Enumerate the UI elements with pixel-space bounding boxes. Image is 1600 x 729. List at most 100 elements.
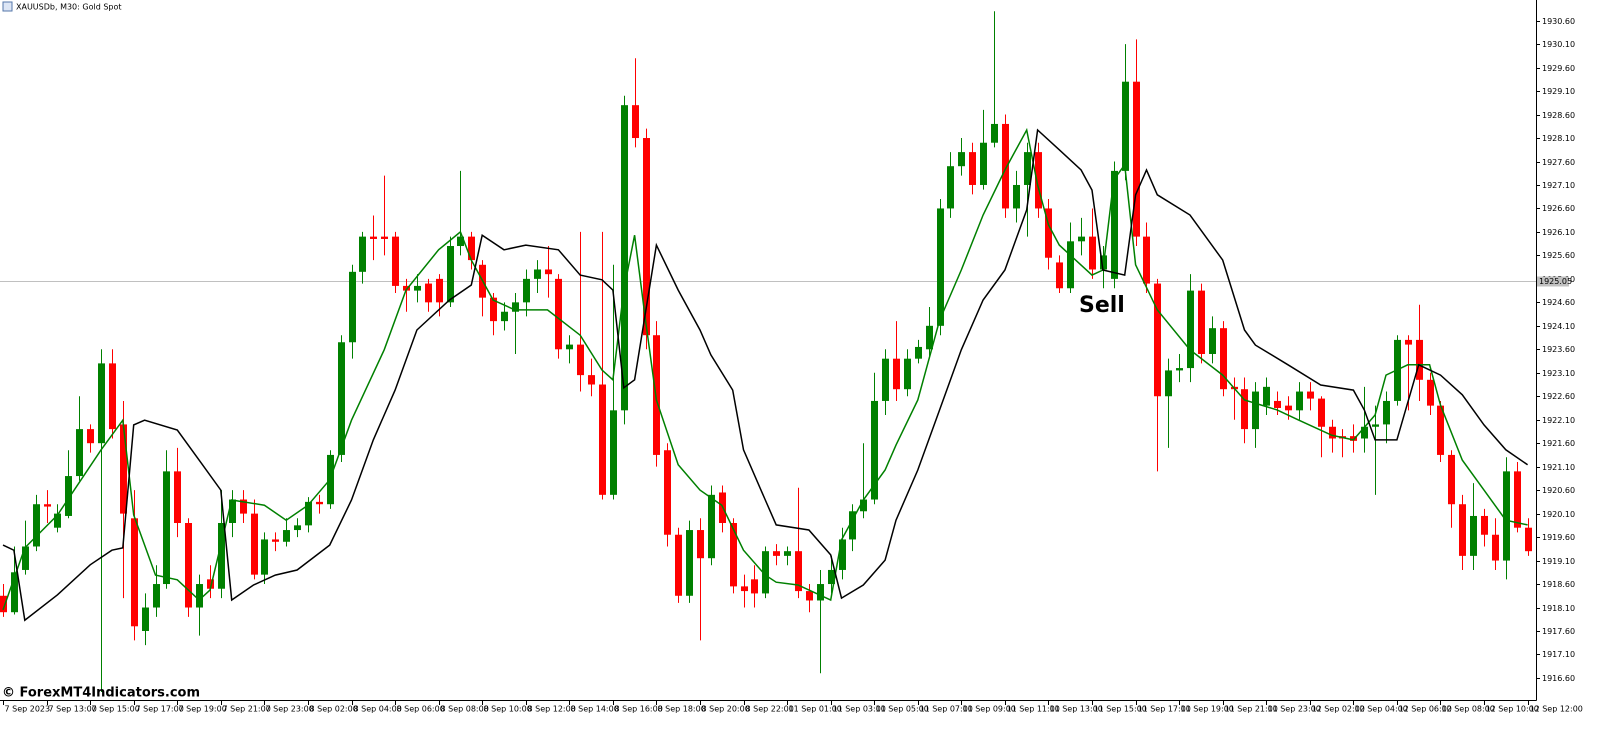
candle-body (1241, 389, 1248, 430)
x-tick-label: 11 Sep 11:00 (1007, 705, 1060, 714)
y-tick-label: 1928.10 (1542, 134, 1575, 143)
candle-body (1372, 424, 1379, 427)
candle-body (969, 152, 976, 185)
candle-body (163, 471, 170, 585)
x-tick-label: 11 Sep 01:00 (789, 705, 842, 714)
y-tick-label: 1927.10 (1542, 181, 1575, 190)
x-tick-label: 7 Sep 2023 (5, 705, 51, 714)
indicator-line (2, 127, 1528, 611)
candle-body (860, 499, 867, 512)
candle-body (1209, 328, 1216, 354)
candle-body (261, 539, 268, 575)
y-tick-label: 1917.60 (1542, 627, 1575, 636)
candle-body (915, 346, 922, 359)
candle-body (1503, 471, 1510, 561)
candle-body (1154, 283, 1161, 397)
candle-body (44, 504, 51, 507)
x-tick-label: 8 Sep 16:00 (615, 705, 663, 714)
candle-body (1274, 400, 1281, 408)
candle-body (381, 236, 388, 239)
x-tick-label: 7 Sep 17:00 (136, 705, 184, 714)
x-tick-label: 12 Sep 12:00 (1530, 705, 1583, 714)
candle-body (534, 269, 541, 279)
candle-body (229, 499, 236, 524)
x-tick-label: 11 Sep 17:00 (1138, 705, 1191, 714)
candle-body (664, 450, 671, 535)
candle-body (577, 344, 584, 376)
x-tick-label: 7 Sep 19:00 (179, 705, 227, 714)
candle-body (1187, 290, 1194, 369)
x-tick-label: 11 Sep 21:00 (1225, 705, 1278, 714)
candle-body (1002, 123, 1009, 209)
candle-body (131, 518, 138, 627)
candle-body (599, 384, 606, 495)
x-tick-label: 11 Sep 23:00 (1268, 705, 1321, 714)
candle-body (795, 551, 802, 592)
candle-body (468, 236, 475, 261)
candle-body (414, 285, 421, 291)
candle-body (1024, 152, 1031, 185)
x-tick-label: 8 Sep 04:00 (354, 705, 402, 714)
candle-body (588, 375, 595, 385)
candle-body (1437, 405, 1444, 455)
candle-body (1078, 236, 1085, 242)
candle-body (1492, 534, 1499, 561)
candle-body (1470, 515, 1477, 556)
y-tick-label: 1930.10 (1542, 40, 1575, 49)
candle-body (272, 539, 279, 542)
candle-body (403, 285, 410, 291)
candle-body (817, 584, 824, 601)
x-tick-label: 12 Sep 08:00 (1442, 705, 1495, 714)
y-tick-label: 1929.10 (1542, 87, 1575, 96)
candle-body (490, 297, 497, 322)
x-tick-label: 11 Sep 05:00 (876, 705, 929, 714)
candle-body (1285, 405, 1292, 411)
candle-body (741, 586, 748, 592)
y-tick-label: 1923.60 (1542, 345, 1575, 354)
candle-body (708, 494, 715, 559)
candle-body (610, 410, 617, 495)
candle-body (1263, 386, 1270, 406)
candle-body (1416, 339, 1423, 380)
candle-body (555, 278, 562, 350)
candle-body (751, 579, 758, 594)
candle-body (1514, 471, 1521, 528)
candle-body (425, 283, 432, 303)
x-tick-label: 11 Sep 15:00 (1094, 705, 1147, 714)
x-tick-label: 11 Sep 19:00 (1181, 705, 1234, 714)
candle-body (1383, 400, 1390, 425)
candle-body (545, 269, 552, 275)
x-tick-label: 11 Sep 13:00 (1050, 705, 1103, 714)
candle-body (762, 551, 769, 594)
candle-body (675, 534, 682, 596)
candle-body (218, 523, 225, 589)
y-tick-label: 1919.60 (1542, 533, 1575, 542)
y-tick-label: 1926.60 (1542, 204, 1575, 213)
y-tick-label: 1926.10 (1542, 228, 1575, 237)
candle-body (1427, 379, 1434, 406)
candle-body (349, 271, 356, 343)
candle-body (0, 595, 7, 613)
candle-body (1035, 152, 1042, 209)
y-tick-label: 1920.10 (1542, 510, 1575, 519)
candle-body (643, 138, 650, 336)
y-tick-label: 1928.60 (1542, 111, 1575, 120)
candle-body (991, 123, 998, 143)
candle-body (1143, 236, 1150, 284)
price-label: 1925.05 (1539, 277, 1572, 286)
candle-body (1448, 454, 1455, 505)
candle-body (730, 523, 737, 587)
candle-body (904, 358, 911, 390)
x-tick-label: 8 Sep 02:00 (310, 705, 358, 714)
y-tick-label: 1929.60 (1542, 64, 1575, 73)
symbol-icon (2, 1, 13, 12)
candle-body (893, 358, 900, 390)
x-tick-label: 8 Sep 08:00 (441, 705, 489, 714)
candle-body (11, 572, 18, 613)
candle-body (294, 525, 301, 531)
candle-body (1111, 170, 1118, 279)
candle-body (1133, 81, 1140, 237)
x-tick-label: 8 Sep 10:00 (484, 705, 532, 714)
